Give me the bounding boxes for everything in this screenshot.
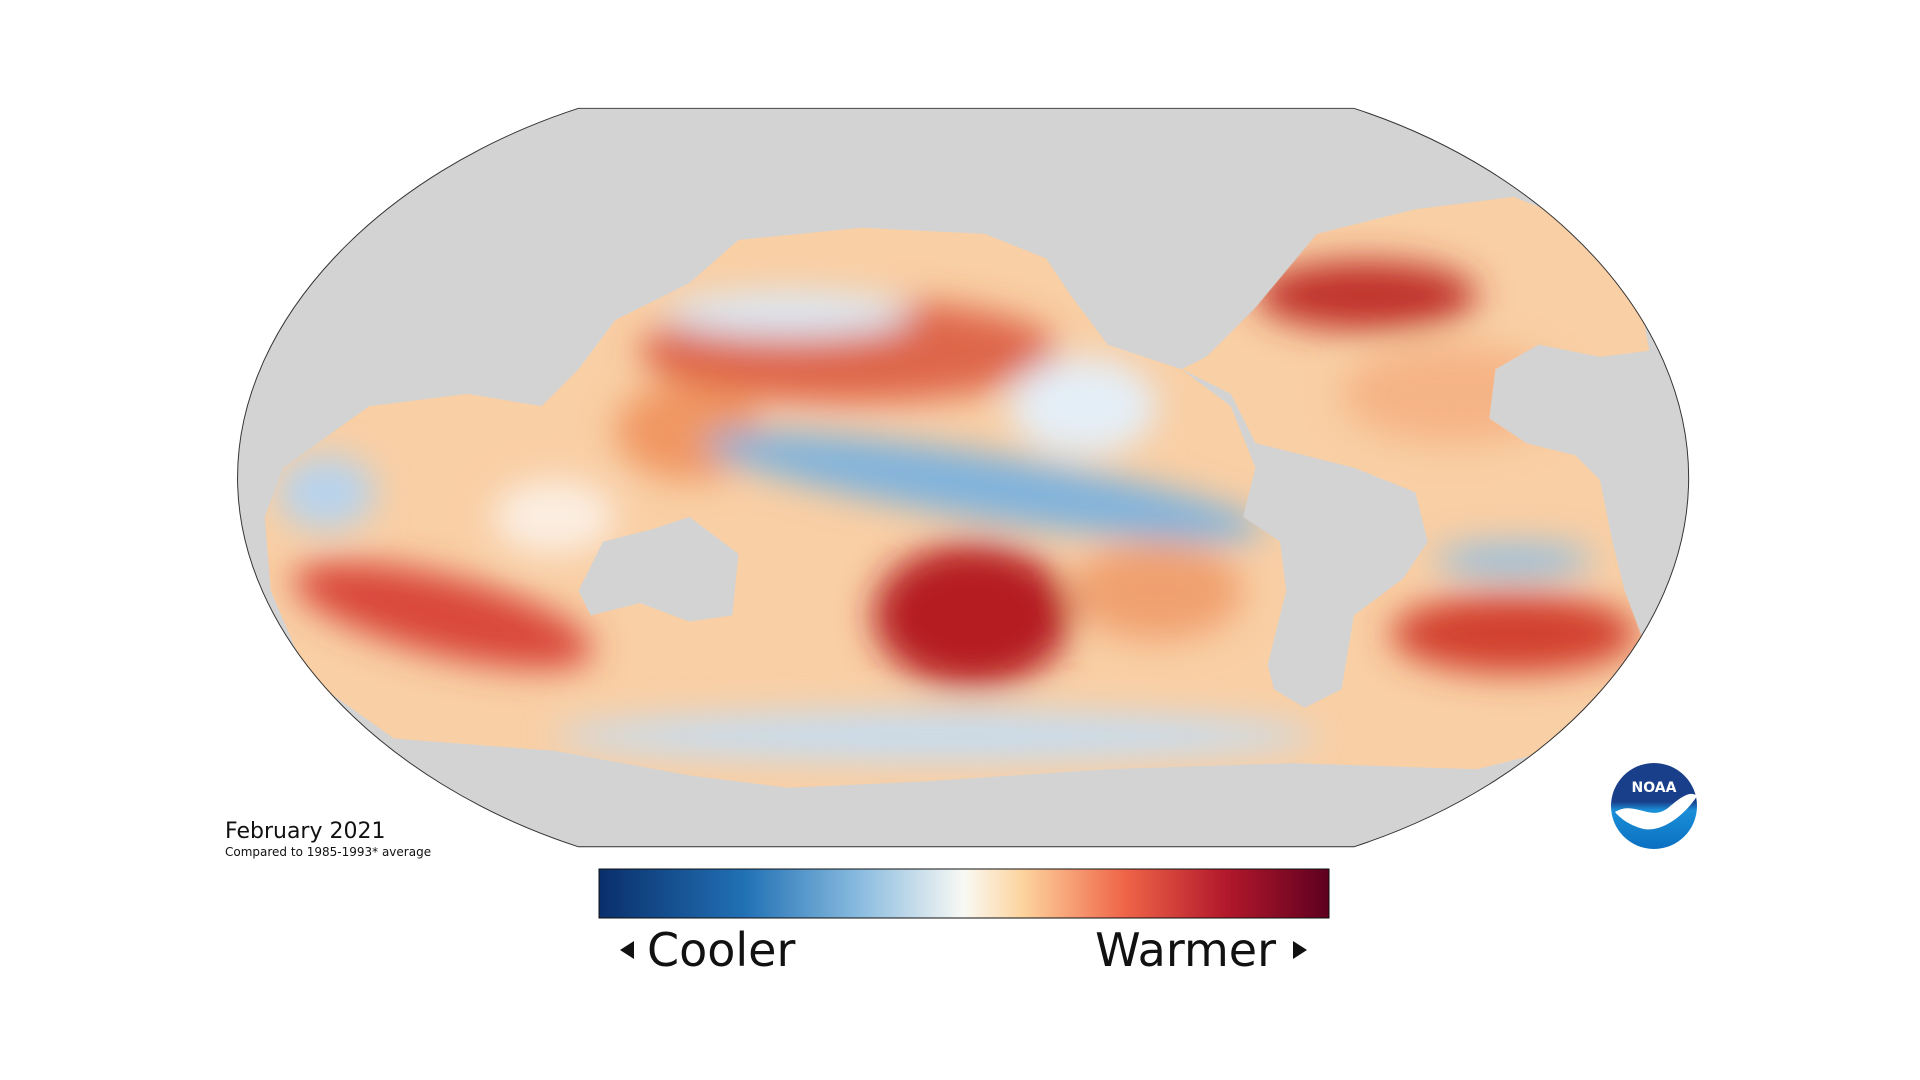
continents (578, 369, 1428, 708)
cooler-label: Cooler (647, 923, 795, 977)
warmer-label: Warmer (1095, 923, 1276, 977)
map (237, 107, 1690, 848)
cooler-arrow (620, 941, 634, 959)
map-outline (237, 107, 1690, 848)
color-bar (598, 868, 1330, 919)
logo-text: NOAA (1632, 780, 1677, 796)
warmer-arrow (1293, 941, 1307, 959)
baseline-note: Compared to 1985-1993* average (225, 845, 431, 859)
noaa-logo: NOAA (1611, 763, 1697, 849)
date-label: February 2021 (225, 819, 385, 844)
